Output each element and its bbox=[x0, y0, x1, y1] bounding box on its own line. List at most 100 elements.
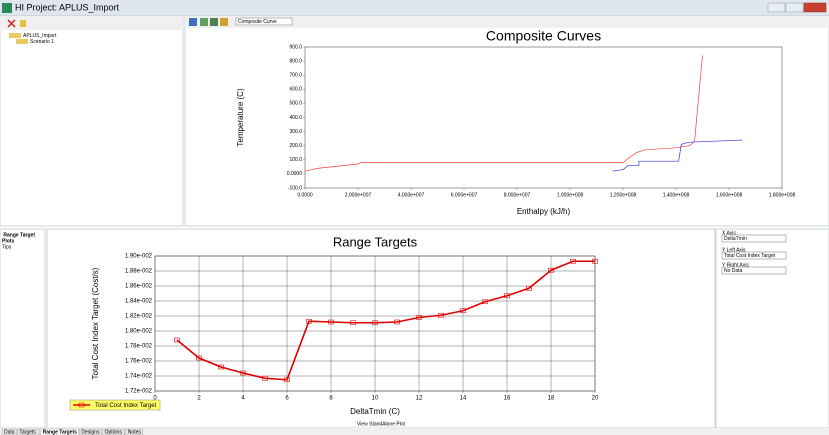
data-point bbox=[240, 370, 246, 376]
y-tick-label: 1.78e-002 bbox=[125, 344, 153, 350]
data-point bbox=[548, 267, 554, 273]
x-tick-label: 2 bbox=[197, 396, 201, 402]
toolbar-icon[interactable] bbox=[200, 18, 208, 26]
dropdown-value: Total Cost Index Target bbox=[724, 253, 776, 259]
maximize-button[interactable] bbox=[785, 2, 804, 13]
dropdown[interactable] bbox=[721, 234, 787, 243]
toolbar-icon[interactable] bbox=[210, 18, 218, 26]
x-tick-label: 4 bbox=[241, 396, 245, 402]
toolbar-icon[interactable] bbox=[189, 18, 197, 26]
range-panel bbox=[46, 228, 716, 429]
control-label: X Axis bbox=[722, 230, 736, 236]
tab-bar bbox=[0, 428, 829, 435]
side-panel-item[interactable]: Tips bbox=[2, 244, 12, 250]
y-axis-label: Total Cost Index Target (Cost/s) bbox=[91, 267, 100, 379]
data-point bbox=[526, 285, 532, 291]
window-title: HI Project: APLUS_Import bbox=[15, 2, 120, 12]
data-point bbox=[218, 364, 224, 370]
data-point bbox=[174, 337, 180, 343]
x-tick-label: 2.000e+007 bbox=[345, 192, 372, 198]
y-tick-label: 1.82e-002 bbox=[125, 314, 153, 320]
x-tick-label: 1.600e+008 bbox=[716, 192, 743, 198]
folder-icon bbox=[16, 39, 28, 44]
tree-item[interactable]: Scenario 1 bbox=[30, 39, 54, 45]
data-point bbox=[592, 258, 598, 264]
chart-title: Composite Curves bbox=[486, 28, 601, 44]
x-tick-label: 6 bbox=[285, 396, 289, 402]
delete-icon[interactable] bbox=[7, 19, 16, 28]
legend-label: Total Cost Index Target bbox=[95, 403, 157, 409]
data-point bbox=[350, 320, 356, 326]
y-tick-label: 0.0000 bbox=[287, 171, 303, 177]
data-point bbox=[262, 375, 268, 381]
tab-label: Data bbox=[4, 429, 15, 435]
new-icon[interactable] bbox=[20, 20, 26, 27]
x-tick-label: 6.000e+007 bbox=[451, 192, 478, 198]
x-tick-label: 10 bbox=[372, 396, 379, 402]
tab[interactable] bbox=[125, 428, 144, 435]
x-tick-label: 18 bbox=[548, 396, 555, 402]
tree-root[interactable]: APLUS_Import bbox=[23, 33, 57, 39]
dropdown-value: DeltaTmin bbox=[724, 236, 747, 242]
title-bar bbox=[0, 0, 829, 16]
x-tick-label: 8 bbox=[329, 396, 333, 402]
y-tick-label: 1.80e-002 bbox=[125, 329, 153, 335]
tab-label: Range Targets bbox=[43, 429, 78, 435]
y-tick-label: 100.0 bbox=[289, 157, 302, 163]
y-tick-label: -100.0 bbox=[288, 185, 302, 191]
side-panel-item[interactable]: Plots bbox=[2, 238, 14, 244]
y-tick-label: 1.72e-002 bbox=[125, 389, 153, 395]
y-tick-label: 700.0 bbox=[289, 73, 302, 79]
series-line bbox=[304, 55, 703, 172]
x-tick-label: 1.800e+008 bbox=[769, 192, 796, 198]
y-tick-label: 1.86e-002 bbox=[125, 284, 153, 290]
x-axis-label: Enthalpy (kJ/h) bbox=[517, 207, 571, 216]
control-label: Y Left Axis bbox=[722, 247, 746, 253]
x-tick-label: 1.400e+008 bbox=[663, 192, 690, 198]
y-axis-label: Temperature (C) bbox=[236, 88, 245, 147]
data-point bbox=[504, 293, 510, 299]
x-tick-label: 12 bbox=[416, 396, 423, 402]
x-tick-label: 1.200e+008 bbox=[610, 192, 637, 198]
data-point bbox=[460, 308, 466, 314]
plot-selector-value: Composite Curve bbox=[238, 19, 277, 25]
x-tick-label: 0.0000 bbox=[297, 192, 313, 198]
y-tick-label: 500.0 bbox=[289, 101, 302, 107]
dropdown-value: No Data bbox=[724, 268, 743, 274]
data-point bbox=[328, 319, 334, 325]
data-point bbox=[438, 312, 444, 318]
legend-box bbox=[69, 399, 161, 411]
plot-toolbar bbox=[185, 16, 829, 28]
dropdown[interactable] bbox=[721, 251, 787, 260]
tab[interactable] bbox=[40, 428, 79, 435]
tab[interactable] bbox=[79, 428, 102, 435]
plot-selector[interactable] bbox=[235, 17, 293, 26]
data-point bbox=[284, 377, 290, 383]
x-axis-label: DeltaTmin (C) bbox=[350, 407, 400, 416]
standalone-link[interactable]: View StandAlone Plot bbox=[357, 421, 406, 427]
x-tick-label: 0 bbox=[153, 396, 157, 402]
x-tick-label: 4.000e+007 bbox=[398, 192, 425, 198]
side-panel-title: Range Target bbox=[3, 232, 35, 238]
tab-label: Designs bbox=[81, 429, 100, 435]
app-icon bbox=[2, 3, 12, 13]
data-point bbox=[394, 319, 400, 325]
minimize-button[interactable] bbox=[767, 2, 786, 13]
dropdown[interactable] bbox=[721, 266, 787, 275]
data-point bbox=[372, 320, 378, 326]
folder-icon bbox=[9, 33, 21, 38]
y-tick-label: 400.0 bbox=[289, 115, 302, 121]
controls-panel bbox=[715, 228, 829, 429]
tab[interactable] bbox=[1, 428, 17, 435]
y-tick-label: 600.0 bbox=[289, 87, 302, 93]
toolbar-icon[interactable] bbox=[220, 18, 228, 26]
x-tick-label: 20 bbox=[592, 396, 599, 402]
tab-label: Targets bbox=[19, 429, 36, 435]
x-tick-label: 16 bbox=[504, 396, 511, 402]
plot-panel bbox=[184, 15, 829, 227]
tab[interactable] bbox=[17, 428, 40, 435]
close-button[interactable] bbox=[803, 2, 827, 13]
tab[interactable] bbox=[102, 428, 125, 435]
y-tick-label: 300.0 bbox=[289, 129, 302, 135]
